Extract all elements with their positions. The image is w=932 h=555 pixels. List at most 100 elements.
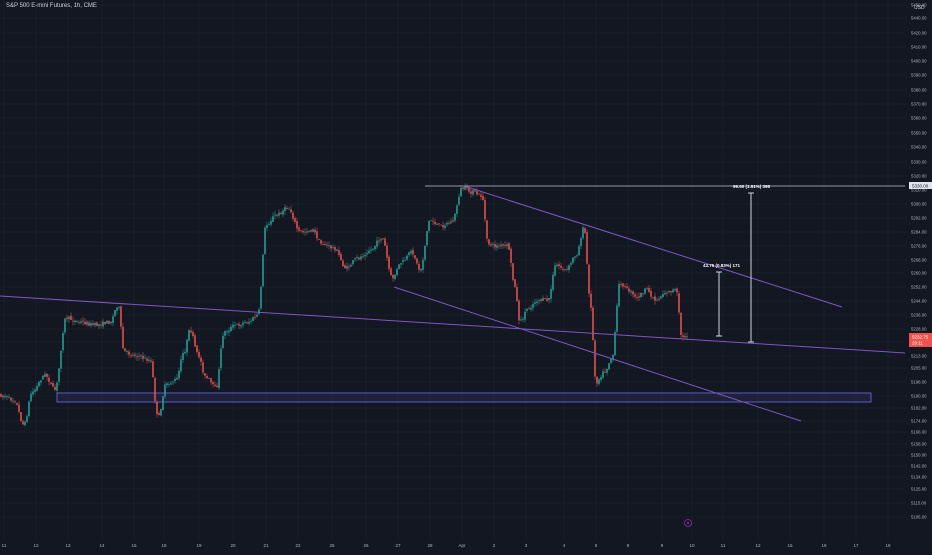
y-tick-label: 5410.00 [911, 45, 927, 50]
candle-body [122, 326, 124, 349]
candle-body [662, 294, 664, 298]
candle-body [664, 292, 666, 295]
candle-body [642, 293, 644, 295]
candle-body [564, 269, 566, 270]
candle-body [202, 362, 204, 373]
candle-body [102, 321, 104, 327]
candle-body [496, 245, 498, 248]
candle-body [176, 377, 178, 380]
candle-body [458, 196, 460, 205]
candle-body [388, 256, 390, 270]
candle-body [20, 412, 22, 422]
candle-body [494, 244, 496, 248]
support-rectangle[interactable] [56, 392, 872, 403]
candle-body [48, 377, 50, 382]
candle-body [246, 322, 248, 324]
candle-body [408, 252, 410, 256]
candle-body [286, 207, 288, 209]
candle-body [448, 222, 450, 224]
candle-body [386, 245, 388, 258]
support-zone[interactable] [56, 392, 872, 403]
candle-body [504, 244, 506, 246]
candle-body [302, 230, 304, 233]
candle-body [384, 238, 386, 246]
time-axis[interactable]: 11 12 13 14 15 18 19 20 21 22 25 26 27 28 Apr 2 3 4 5 8 9 10 1… [2, 543, 891, 548]
candle-body [630, 291, 632, 293]
candle-body [550, 289, 552, 299]
candle-body [532, 304, 534, 309]
candle-body [608, 363, 610, 370]
candle-body [254, 316, 256, 318]
candle-body [612, 354, 614, 360]
candle-body [402, 260, 404, 263]
candle-body [622, 283, 624, 287]
candle-body [214, 384, 216, 386]
candle-body [454, 213, 456, 221]
candle-body [16, 403, 18, 405]
scroll-to-realtime-button[interactable] [684, 519, 692, 527]
candle-body [446, 222, 448, 225]
candle-body [82, 320, 84, 322]
candle-body [318, 239, 320, 241]
candle-body [60, 350, 62, 369]
candle-body [364, 254, 366, 257]
candle-body [158, 412, 160, 416]
candle-body [184, 352, 186, 354]
candle-body [282, 210, 284, 215]
candle-body [650, 290, 652, 297]
trendlines[interactable] [0, 185, 906, 422]
candle-body [652, 297, 654, 299]
x-tick-label: 15 [787, 543, 793, 548]
candle-body [382, 238, 384, 240]
x-tick-label: 18 [885, 543, 891, 548]
candle-body [284, 207, 286, 212]
x-tick-label: 17 [853, 543, 859, 548]
candle-body [418, 263, 420, 270]
candle-body [618, 283, 620, 307]
x-tick-label: 11 [721, 543, 726, 548]
candle-body [18, 404, 20, 412]
candle-body [44, 373, 46, 377]
candle-body [308, 230, 310, 232]
candle-body [90, 323, 92, 326]
candle-body [428, 220, 430, 232]
candle-body [476, 191, 478, 195]
candle-body [486, 220, 488, 239]
candle-body [346, 265, 348, 269]
candle-body [340, 254, 342, 261]
candle-body [144, 357, 146, 359]
candle-body [510, 248, 512, 263]
candle-body [244, 322, 246, 323]
candle-body [368, 250, 370, 254]
candle-body [558, 264, 560, 267]
candle-body [210, 378, 212, 383]
candle-body [130, 355, 132, 357]
y-tick-label: 5268.00 [911, 258, 927, 263]
y-tick-label: 5330.00 [911, 160, 927, 165]
candle-body [444, 225, 446, 229]
candle-body [242, 322, 244, 326]
y-tick-label: 5310.00 [911, 188, 927, 193]
candle-body [442, 225, 444, 228]
candle-body [192, 331, 194, 337]
price-axis[interactable]: 5450.00 5440.00 5420.00 5410.00 5400.00 5390.… [906, 0, 932, 550]
candle-body [36, 385, 38, 391]
scroll-button-circle[interactable] [684, 519, 692, 527]
candle-body [640, 292, 642, 297]
x-tick-label: 18 [161, 543, 167, 548]
long-trendline[interactable] [0, 295, 906, 354]
measures[interactable]: 99.50 (1.91%) 398 43.75 (0.83%) 171 [703, 184, 771, 343]
candle-body [676, 288, 678, 293]
lower-channel-line[interactable] [393, 286, 802, 422]
countdown-text: 29:11 [912, 341, 923, 346]
candle-body [22, 421, 24, 425]
candle-body [620, 283, 622, 285]
candle-body [514, 279, 516, 287]
candle-body [142, 355, 144, 359]
candle-body [252, 317, 254, 322]
upper-channel-line[interactable] [463, 185, 843, 308]
candle-body [322, 244, 324, 245]
y-tick-label: 5380.00 [911, 88, 927, 93]
